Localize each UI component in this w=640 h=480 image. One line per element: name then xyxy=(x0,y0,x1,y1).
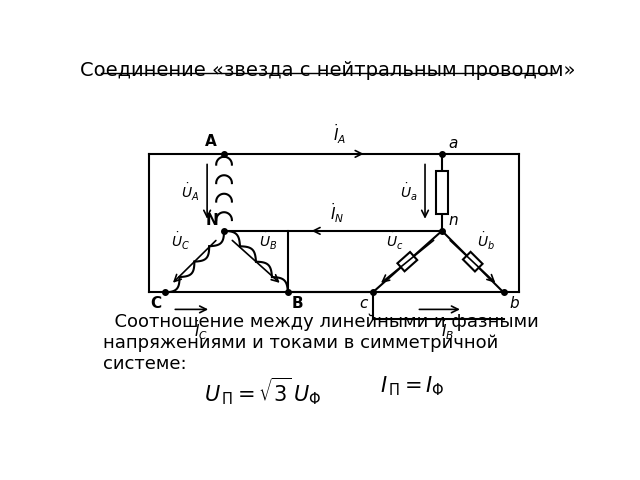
Text: N: N xyxy=(205,213,218,228)
Text: $\dot{U}_C$: $\dot{U}_C$ xyxy=(171,231,190,252)
Text: A: A xyxy=(205,134,216,149)
Text: C: C xyxy=(150,296,162,311)
Text: $I_{\,\mathit{\Pi}} = I_{\mathit{\Phi}}$: $I_{\,\mathit{\Pi}} = I_{\mathit{\Phi}}$ xyxy=(380,375,445,398)
Text: Соединение «звезда с нейтральным проводом»: Соединение «звезда с нейтральным проводо… xyxy=(80,61,576,81)
Text: $\dot{I}_C$: $\dot{I}_C$ xyxy=(194,319,208,342)
Text: $\dot{I}_N$: $\dot{I}_N$ xyxy=(330,201,344,225)
Text: $\dot{I}_B$: $\dot{I}_B$ xyxy=(441,319,454,342)
Text: $\dot{I}_A$: $\dot{I}_A$ xyxy=(333,122,346,146)
Text: a: a xyxy=(448,136,458,151)
Text: $\dot{U}_A$: $\dot{U}_A$ xyxy=(181,182,200,203)
Text: $\dot{U}_a$: $\dot{U}_a$ xyxy=(400,182,417,203)
Text: n: n xyxy=(448,213,458,228)
Text: b: b xyxy=(509,296,519,311)
Polygon shape xyxy=(463,252,483,272)
Text: c: c xyxy=(360,296,368,311)
Bar xyxy=(436,171,448,214)
Polygon shape xyxy=(397,252,417,271)
Text: $\dot{U}_b$: $\dot{U}_b$ xyxy=(477,231,495,252)
Text: Соотношение между линейными и фазными
напряжениями и токами в симметричной
систе: Соотношение между линейными и фазными на… xyxy=(103,313,539,373)
Text: $U_{\,\mathit{\Pi}} = \sqrt{3}\,U_{\mathit{\Phi}}$: $U_{\,\mathit{\Pi}} = \sqrt{3}\,U_{\math… xyxy=(204,375,321,407)
Text: $\dot{U}_c$: $\dot{U}_c$ xyxy=(386,231,403,252)
Text: B: B xyxy=(292,296,303,311)
Text: $\dot{U}_B$: $\dot{U}_B$ xyxy=(259,231,278,252)
